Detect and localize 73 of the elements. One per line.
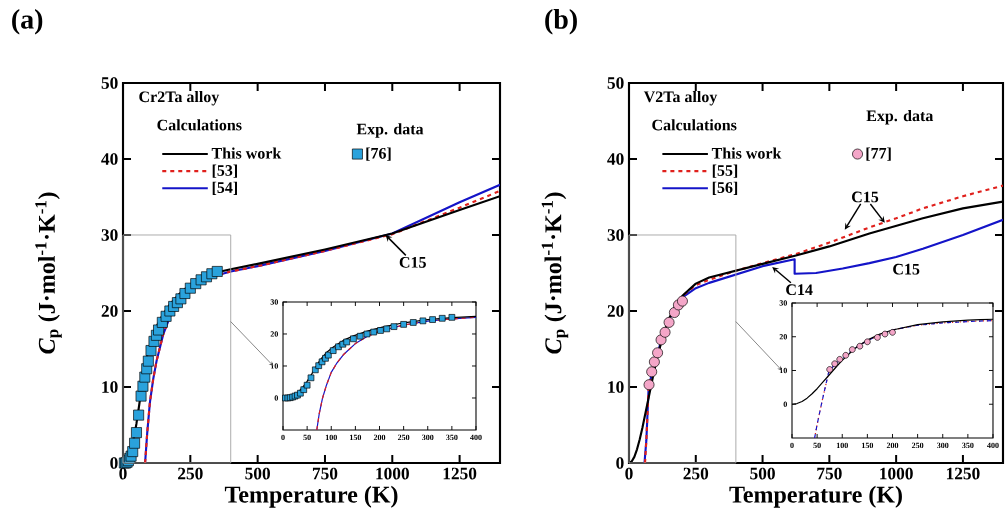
y-tick-label: 0 [110,457,118,469]
y-tick-label: 0 [274,395,278,401]
y-tick-label: 0 [616,457,624,469]
y-tick-label: 10 [608,381,624,393]
y-tick-label: 40 [101,153,118,165]
y-tick-label: 20 [270,331,278,337]
x-tick-label: 0 [790,442,794,449]
x-tick-label: 350 [962,442,974,449]
x-axis-title: Temperature (K) [729,485,902,508]
x-tick-label: 150 [862,442,874,449]
x-tick-label: 500 [750,467,775,480]
x-tick-label: 350 [446,434,458,441]
legend-label: This work [711,147,782,159]
legend-label: [54] [212,181,237,195]
x-tick-label: 0 [281,434,285,441]
annotation: Calculations [157,119,242,131]
x-tick-label: 200 [886,442,899,449]
y-axis-title: C$_{p}$ (J·mol$^{-1}$·K$^{-1}$) [541,192,569,354]
annotation: C15 [852,191,879,203]
annotation: Exp. data [356,123,424,138]
y-tick-label: 30 [270,299,278,305]
x-tick-label: 250 [911,442,924,449]
x-tick-label: 250 [683,467,709,480]
y-tick-label: 30 [607,229,624,241]
x-tick-label: 400 [987,442,999,449]
x-tick-label: 0 [119,467,127,480]
x-tick-label: 1000 [880,467,913,480]
x-tick-label: 100 [836,442,848,449]
x-tick-label: 150 [350,434,362,441]
legend-label: [77] [866,147,891,161]
x-tick-label: 300 [422,434,434,441]
x-tick-label: 1000 [376,467,409,480]
annotation: C14 [786,284,813,296]
y-axis-title: C$_{p}$ (J·mol$^{-1}$·K$^{-1}$) [35,192,62,354]
x-tick-label: 250 [397,434,410,441]
x-axis-title: Temperature (K) [224,485,398,508]
x-tick-label: 50 [303,434,311,441]
y-tick-label: 10 [102,381,118,393]
y-tick-label: 20 [779,334,787,340]
x-tick-label: 250 [178,467,203,480]
chart-title: (b) [545,9,577,35]
y-tick-label: 20 [607,305,624,317]
x-tick-label: 200 [373,434,386,441]
x-tick-label: 100 [325,434,337,441]
x-tick-label: 1250 [946,467,980,480]
annotation: Cr2Ta alloy [139,90,220,106]
x-tick-label: 1250 [443,467,477,480]
legend-label: [76] [366,147,391,161]
y-tick-label: 30 [779,300,787,306]
legend-label: [56] [712,181,738,195]
annotation: V2Ta alloy [643,90,718,106]
x-tick-label: 400 [470,434,482,441]
y-tick-label: 0 [783,401,787,407]
legend-label: [53] [212,164,237,178]
y-tick-label: 30 [101,229,118,241]
y-tick-label: 50 [101,77,118,89]
x-tick-label: 0 [625,467,633,480]
x-tick-label: 500 [245,467,270,480]
annotation: C15 [893,263,920,275]
y-tick-label: 10 [270,363,278,369]
x-tick-label: 50 [813,442,821,449]
y-tick-label: 40 [607,153,624,165]
annotation: C15 [399,256,426,268]
x-tick-label: 750 [817,467,842,480]
legend-label: This work [211,147,282,159]
annotation: Exp. data [866,109,934,125]
y-tick-label: 20 [101,305,118,317]
x-tick-label: 300 [937,442,949,449]
x-tick-label: 750 [312,467,338,480]
y-tick-label: 50 [607,77,624,89]
legend-label: [55] [712,164,738,178]
chart-title: (a) [12,9,43,35]
annotation: Calculations [652,119,737,131]
